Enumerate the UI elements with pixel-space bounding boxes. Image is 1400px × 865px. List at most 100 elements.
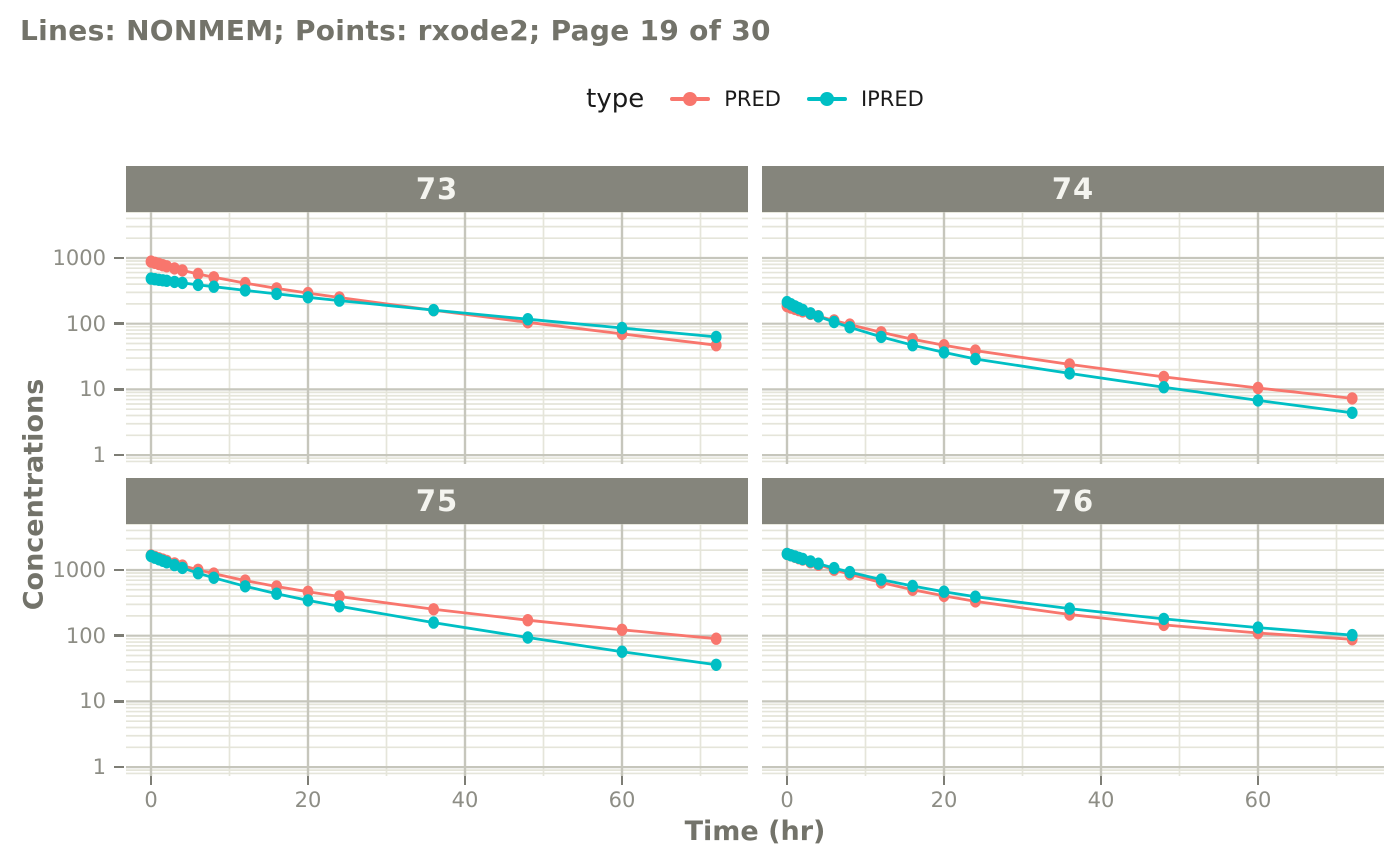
- y-tick-mark: [114, 568, 124, 572]
- x-axis-title-wrap: Time (hr): [126, 816, 1384, 847]
- data-point-ipred: [1346, 628, 1358, 642]
- x-tick-mark: [149, 776, 153, 785]
- chart-panel-74: [762, 212, 1384, 464]
- y-tick-label: 10: [79, 689, 106, 714]
- data-point-pred: [522, 614, 534, 627]
- y-tick-label: 1000: [52, 557, 106, 582]
- x-tick-mark: [1099, 776, 1103, 785]
- data-point-ipred: [616, 321, 628, 335]
- data-point-pred: [1158, 370, 1170, 384]
- data-point-ipred: [875, 573, 887, 586]
- x-tick-mark: [785, 776, 789, 785]
- pred-point-glyph: [683, 92, 698, 106]
- y-tick-mark: [114, 765, 124, 769]
- data-point-ipred: [428, 616, 439, 629]
- data-point-ipred: [334, 294, 345, 307]
- y-tick-label: 100: [65, 623, 106, 648]
- data-point-ipred: [428, 303, 439, 317]
- legend-item-pred: PRED: [670, 87, 781, 111]
- data-point-pred: [192, 267, 204, 281]
- data-point-ipred: [1064, 602, 1075, 615]
- data-point-ipred: [239, 284, 251, 297]
- facet-strip-label: 76: [1051, 484, 1095, 518]
- data-point-pred: [177, 264, 188, 277]
- data-point-ipred: [1346, 406, 1358, 419]
- data-point-ipred: [208, 571, 220, 584]
- page-title: Lines: NONMEM; Points: rxode2; Page 19 o…: [20, 14, 771, 47]
- x-tick-label: 20: [294, 788, 322, 812]
- facet-strip-label: 74: [1051, 172, 1095, 206]
- data-point-ipred: [239, 580, 251, 593]
- data-point-ipred: [1252, 394, 1264, 407]
- legend-label-pred: PRED: [724, 87, 781, 111]
- data-point-ipred: [334, 600, 345, 613]
- chart-panel-73: [126, 212, 748, 464]
- series-line-ipred: [786, 552, 1353, 637]
- x-tick-mark: [620, 776, 624, 785]
- pred-key-icon: [670, 92, 711, 106]
- data-point-ipred: [192, 567, 204, 580]
- series-line-pred: [786, 304, 1353, 400]
- data-point-ipred: [208, 280, 220, 293]
- x-tick-label: 60: [1244, 788, 1272, 812]
- y-tick-label: 1000: [52, 245, 106, 270]
- data-point-ipred: [1064, 367, 1075, 380]
- data-point-ipred: [813, 557, 824, 570]
- data-point-ipred: [271, 587, 282, 600]
- data-point-ipred: [616, 645, 628, 658]
- data-point-ipred: [907, 339, 918, 352]
- y-tick-mark: [114, 322, 124, 325]
- data-point-pred: [428, 603, 439, 616]
- y-tick-label: 10: [79, 377, 106, 402]
- data-point-ipred: [177, 561, 188, 575]
- data-point-pred: [616, 623, 628, 636]
- y-tick-mark: [114, 256, 124, 260]
- data-point-ipred: [522, 313, 534, 326]
- data-point-ipred: [828, 315, 840, 329]
- x-tick-label: 0: [780, 788, 794, 812]
- x-tick-mark: [306, 776, 310, 785]
- data-point-pred: [1064, 358, 1075, 371]
- y-tick-mark: [114, 700, 124, 703]
- data-point-ipred: [875, 330, 887, 344]
- facet-strip-73: 73: [126, 166, 748, 212]
- y-tick-label: 100: [65, 311, 106, 336]
- data-point-ipred: [302, 291, 314, 304]
- data-point-pred: [208, 271, 220, 284]
- data-point-ipred: [1252, 621, 1264, 634]
- data-point-pred: [334, 590, 345, 603]
- facet-strip-label: 73: [415, 172, 459, 206]
- data-point-ipred: [169, 275, 180, 289]
- y-tick-mark: [114, 634, 124, 637]
- data-point-ipred: [177, 276, 188, 290]
- y-tick-mark: [114, 388, 124, 391]
- data-point-ipred: [938, 585, 950, 598]
- data-point-ipred: [302, 594, 314, 607]
- facet-strip-74: 74: [762, 166, 1384, 212]
- ipred-key-icon: [806, 92, 847, 106]
- x-tick-label: 40: [451, 788, 479, 812]
- ipred-point-glyph: [819, 92, 834, 106]
- data-point-ipred: [1158, 381, 1170, 394]
- data-point-ipred: [710, 658, 722, 671]
- data-point-pred: [1346, 392, 1358, 405]
- data-point-ipred: [938, 346, 950, 359]
- data-point-ipred: [522, 631, 534, 644]
- x-tick-label: 0: [144, 788, 158, 812]
- facet-strip-label: 75: [415, 484, 459, 518]
- x-tick-label: 40: [1087, 788, 1115, 812]
- data-point-pred: [302, 585, 314, 598]
- x-tick-label: 60: [608, 788, 636, 812]
- data-point-ipred: [192, 278, 204, 292]
- data-point-ipred: [907, 579, 918, 593]
- legend-title: type: [586, 84, 645, 114]
- facet-strip-76: 76: [762, 478, 1384, 524]
- x-tick-mark: [1256, 776, 1260, 785]
- data-point-ipred: [970, 590, 981, 603]
- data-point-ipred: [813, 310, 824, 323]
- y-tick-label: 1: [92, 443, 106, 468]
- legend-item-ipred: IPRED: [806, 87, 924, 111]
- x-axis-title: Time (hr): [684, 816, 826, 847]
- data-point-ipred: [844, 565, 856, 579]
- chart-panel-76: [762, 524, 1384, 776]
